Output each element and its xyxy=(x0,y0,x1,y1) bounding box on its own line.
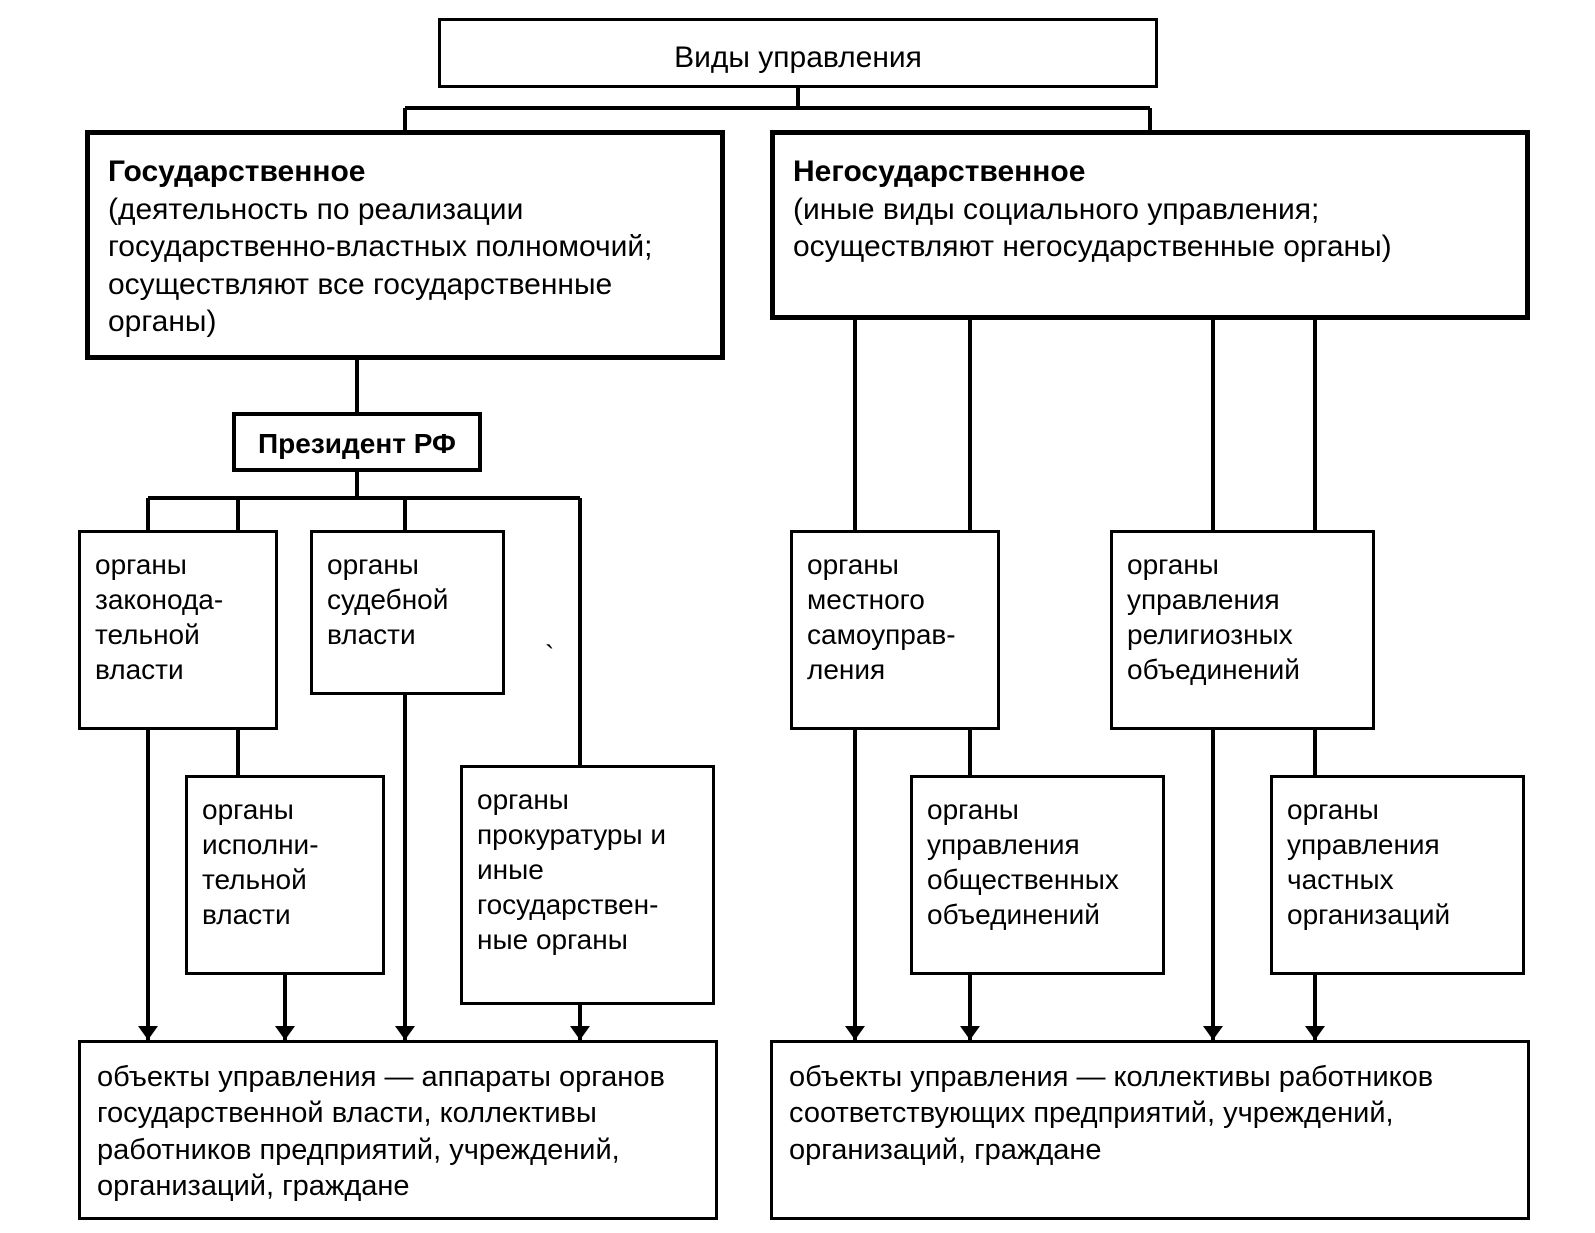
node-body: органы прокуратуры и иные государствен-н… xyxy=(477,784,666,955)
node-gov: Государственное (деятельность по реализац… xyxy=(85,130,725,360)
node-public-orgs: органы управления общественных объединен… xyxy=(910,775,1165,975)
node-local-gov: органы местного самоуправ-ления xyxy=(790,530,1000,730)
node-objects-nongov: объекты управления — коллективы работник… xyxy=(770,1040,1530,1220)
node-body: органы исполни-тельной власти xyxy=(202,794,319,930)
node-body: Виды управления xyxy=(674,41,922,74)
node-title: Негосударственное xyxy=(793,155,1085,188)
node-president: Президент РФ xyxy=(232,412,482,472)
node-body: (деятельность по реализации государствен… xyxy=(108,193,652,339)
node-nongov: Негосударственное (иные виды социального … xyxy=(770,130,1530,320)
node-body: органы управления частных организаций xyxy=(1287,794,1450,930)
node-legislative: органы законода-тельной власти xyxy=(78,530,278,730)
node-body: (иные виды социального управления; осуще… xyxy=(793,193,1392,264)
node-root: Виды управления xyxy=(438,18,1158,88)
node-body: органы законода-тельной власти xyxy=(95,549,223,685)
node-body: объекты управления — коллективы работник… xyxy=(789,1061,1433,1166)
node-body: органы судебной власти xyxy=(327,549,448,650)
node-private-orgs: органы управления частных организаций xyxy=(1270,775,1525,975)
node-body: объекты управления — аппараты органов го… xyxy=(97,1061,665,1202)
node-prosecutors: органы прокуратуры и иные государствен-н… xyxy=(460,765,715,1005)
node-title: Государственное xyxy=(108,155,365,188)
node-body: органы местного самоуправ-ления xyxy=(807,549,956,685)
node-body: Президент РФ xyxy=(258,428,456,459)
node-body: органы управления общественных объединен… xyxy=(927,794,1119,930)
node-executive: органы исполни-тельной власти xyxy=(185,775,385,975)
node-body: органы управления религиозных объединени… xyxy=(1127,549,1300,685)
node-religious: органы управления религиозных объединени… xyxy=(1110,530,1375,730)
node-judicial: органы судебной власти xyxy=(310,530,505,695)
node-objects-gov: объекты управления — аппараты органов го… xyxy=(78,1040,718,1220)
stray-mark: ` xyxy=(545,640,554,672)
diagram-canvas: Виды управления Государственное (деятельн… xyxy=(0,0,1595,1233)
